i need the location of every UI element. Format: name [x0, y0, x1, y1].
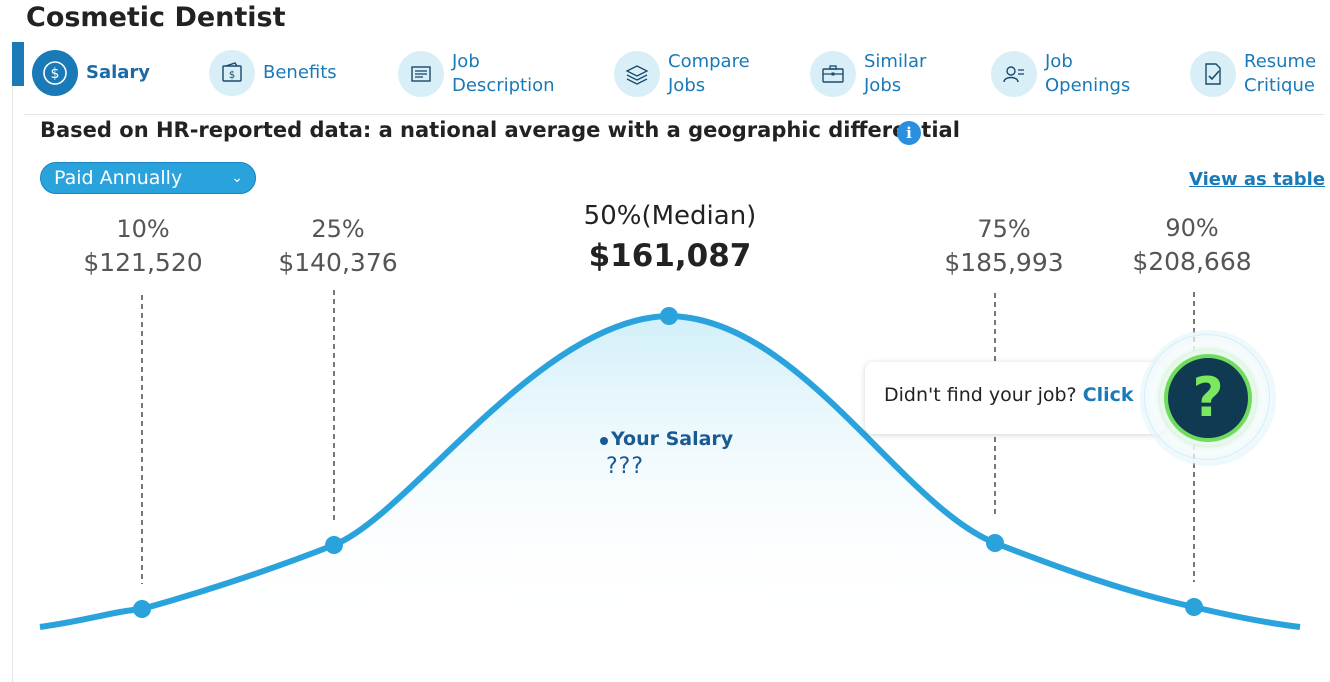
tab-compare-jobs[interactable]: Compare Jobs — [614, 50, 788, 98]
help-ring-outer — [1144, 334, 1270, 460]
help-question: Didn't find your job? — [884, 384, 1077, 406]
person-card-icon — [991, 51, 1037, 97]
percentile-point[interactable] — [133, 600, 151, 618]
help-click-link[interactable]: Click — [1082, 384, 1134, 406]
percentile-label: 25% — [311, 215, 365, 243]
question-mark-icon: ? — [1164, 354, 1252, 442]
briefcase-icon — [810, 51, 856, 97]
percentile-value: $121,520 — [83, 248, 203, 277]
your-salary-value: ??? — [606, 454, 645, 479]
curve-area — [40, 316, 1300, 627]
layers-icon — [614, 51, 660, 97]
tab-job-openings[interactable]: Job Openings — [991, 50, 1165, 98]
active-tab-accent — [12, 42, 24, 86]
salary-card — [12, 42, 1329, 682]
tab-benefits[interactable]: $ Benefits — [209, 50, 383, 96]
tab-label: Benefits — [263, 62, 337, 83]
percentile-label: 75% — [977, 215, 1031, 243]
chevron-down-icon: ⌄ — [231, 170, 243, 186]
percentile-75-label: 75% $185,993 — [904, 212, 1104, 280]
info-icon[interactable]: i — [897, 121, 921, 145]
your-salary-label: Your Salary — [611, 428, 734, 450]
resume-check-icon — [1190, 51, 1236, 97]
tab-resume-critique[interactable]: Resume Critique — [1190, 50, 1330, 98]
percentile-50-label: 50%(Median) $161,087 — [570, 199, 770, 279]
help-callout: Didn't find your job? Click — [865, 362, 1165, 434]
tab-similar-jobs[interactable]: Similar Jobs — [810, 50, 984, 98]
tab-label: Job Openings — [1045, 51, 1131, 96]
wallet-icon: $ — [209, 50, 255, 96]
percentile-value: $185,993 — [944, 248, 1064, 277]
tab-salary[interactable]: $ Salary — [32, 50, 206, 96]
percentile-point[interactable] — [325, 536, 343, 554]
percentile-point[interactable] — [986, 534, 1004, 552]
tab-label: Job Description — [452, 51, 555, 96]
tab-label: Salary — [86, 62, 151, 83]
percentile-10-label: 10% $121,520 — [43, 212, 243, 280]
tab-label: Compare Jobs — [668, 51, 750, 96]
percentile-point[interactable] — [1185, 598, 1203, 616]
help-button[interactable]: ? — [1140, 330, 1276, 466]
page-title: Cosmetic Dentist — [26, 2, 286, 33]
marker-dot-icon — [600, 436, 608, 445]
percentile-90-label: 90% $208,668 — [1092, 211, 1292, 279]
help-text: Didn't find your job? Click — [884, 384, 1134, 406]
svg-text:$: $ — [229, 70, 235, 81]
tab-label: Similar Jobs — [864, 51, 927, 96]
percentile-25-label: 25% $140,376 — [238, 212, 438, 280]
salary-distribution-chart — [39, 290, 1301, 630]
percentile-point[interactable] — [660, 307, 678, 325]
your-salary-marker: Your Salary ??? — [600, 428, 733, 479]
percentile-value: $161,087 — [588, 238, 752, 274]
view-as-table-link[interactable]: View as table — [1189, 169, 1326, 190]
percentile-label: 50%(Median) — [583, 201, 757, 231]
tab-bar: $ Salary $ Benefits Job Description Comp… — [24, 44, 1324, 115]
tab-label: Resume Critique — [1244, 51, 1317, 96]
percentile-value: $140,376 — [278, 248, 398, 277]
percentile-label: 10% — [116, 215, 170, 243]
data-source-subtitle: Based on HR-reported data: a national av… — [40, 118, 960, 142]
percentile-label: 90% — [1165, 214, 1219, 242]
tab-job-description[interactable]: Job Description — [398, 50, 572, 98]
pay-period-select[interactable]: Paid Annually ⌄ — [40, 162, 256, 194]
percentile-value: $208,668 — [1132, 247, 1252, 276]
document-icon — [398, 51, 444, 97]
pay-period-value: Paid Annually — [54, 167, 183, 189]
dollar-coin-icon: $ — [32, 50, 78, 96]
svg-text:$: $ — [51, 66, 60, 82]
